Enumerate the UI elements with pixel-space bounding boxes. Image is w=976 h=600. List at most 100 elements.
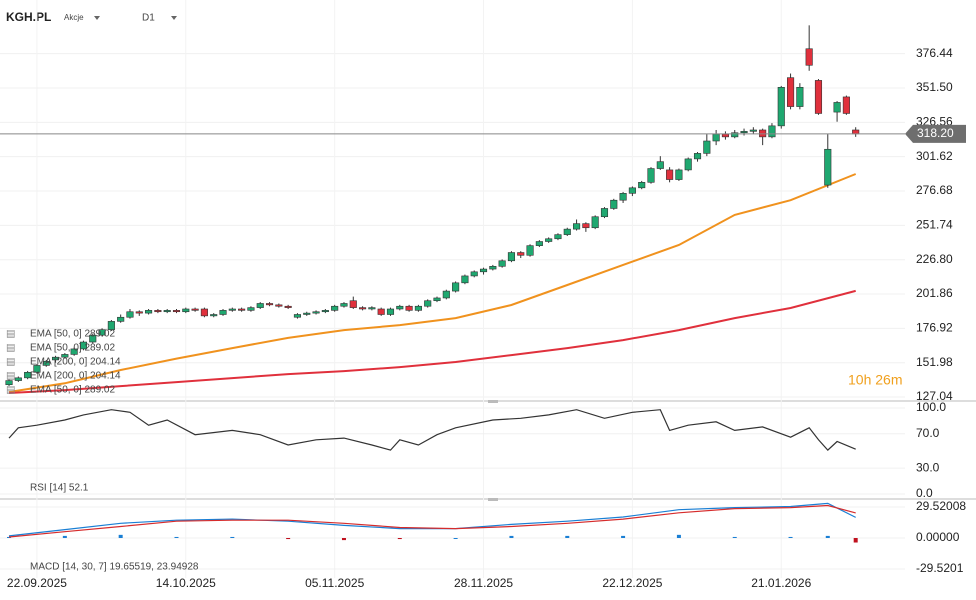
candle-body — [777, 86, 785, 127]
histogram-bar — [853, 538, 858, 543]
candle-body — [507, 252, 515, 262]
candle-body — [619, 193, 627, 201]
candle-body — [693, 153, 702, 160]
indicator-legend: EMA [200, 0] 204.14 — [30, 357, 121, 368]
candle-body — [51, 356, 60, 361]
y-tick-label: 29.52008 — [916, 499, 966, 513]
symbol[interactable]: KGH.PL — [6, 10, 51, 24]
legend-icon: ▤ — [6, 371, 15, 382]
candle-body — [284, 305, 292, 308]
asset-class[interactable]: Akcje — [64, 13, 84, 22]
histogram-bar — [62, 535, 67, 539]
histogram-bar — [7, 536, 12, 539]
candle-body — [535, 241, 543, 246]
x-tick-label: 28.11.2025 — [454, 576, 513, 590]
candle-body — [666, 169, 674, 180]
indicator-line — [8, 504, 856, 538]
legend-icon: ▤ — [6, 357, 15, 368]
candle-body — [265, 303, 274, 306]
y-tick-label: 376.44 — [916, 46, 953, 60]
candle-body — [219, 310, 227, 315]
candle-body — [42, 361, 50, 366]
candle-body — [70, 348, 78, 355]
candle-body — [805, 48, 813, 66]
histogram-bar — [621, 535, 626, 539]
candle-body — [340, 303, 348, 307]
candle-body — [703, 140, 711, 154]
y-tick-label: 176.92 — [916, 321, 953, 335]
dropdown-arrow[interactable] — [94, 16, 100, 20]
x-tick-label: 22.12.2025 — [602, 576, 662, 590]
candle-body — [293, 314, 302, 318]
histogram-bar — [397, 538, 402, 540]
candle-body — [24, 372, 32, 379]
candle-body — [740, 131, 748, 134]
candle-body — [359, 307, 367, 310]
indicator-line — [8, 173, 857, 393]
rsi-legend: RSI [14] 52.1 — [30, 483, 89, 494]
candle-body — [238, 308, 246, 311]
y-tick-label: 201.86 — [916, 286, 953, 300]
legend-icon: ▤ — [6, 329, 15, 340]
candle-body — [368, 307, 376, 310]
histogram-bar — [509, 535, 514, 539]
histogram-bar — [286, 538, 291, 540]
candle-body — [684, 158, 692, 171]
candle-body — [107, 321, 115, 330]
candle-body — [14, 377, 22, 381]
candle-body — [731, 132, 739, 138]
histogram-bar — [825, 535, 830, 539]
candle-body — [228, 308, 236, 311]
candle-body — [526, 245, 534, 256]
candle-body — [582, 223, 590, 229]
histogram-bar — [788, 536, 793, 539]
candle-body — [610, 199, 618, 209]
y-tick-label: 351.50 — [916, 80, 953, 94]
candle-body — [498, 260, 506, 267]
candle-body — [163, 310, 171, 313]
candle-body — [256, 303, 264, 308]
candle-body — [349, 300, 357, 308]
candle-body — [61, 354, 69, 358]
y-tick-label: 0.0 — [916, 486, 933, 500]
candle-body — [712, 133, 720, 142]
y-tick-label: 127.04 — [916, 389, 953, 403]
candle-body — [452, 282, 460, 292]
candle-body — [600, 208, 609, 218]
macd-legend: MACD [14, 30, 7] 19.65519, 23.94928 — [30, 562, 199, 573]
dropdown-arrow[interactable] — [171, 16, 177, 20]
candle-body — [145, 310, 153, 314]
candle-body — [172, 310, 181, 313]
y-tick-label: 0.00000 — [916, 530, 960, 544]
y-tick-label: -29.5201 — [916, 561, 964, 575]
histogram-bar — [174, 536, 179, 539]
indicator-line — [8, 409, 856, 451]
indicator-legend: EMA [50, 0] 289.02 — [30, 385, 115, 396]
interval[interactable]: D1 — [142, 13, 155, 24]
last-price-tag — [905, 124, 966, 143]
candle-body — [117, 316, 125, 322]
candle-body — [396, 305, 404, 310]
legend-icon: ▤ — [6, 343, 15, 354]
candle-body — [386, 308, 395, 315]
candle-body — [210, 314, 218, 317]
candle-body — [461, 275, 469, 284]
candle-body — [833, 102, 841, 113]
x-tick-label: 14.10.2025 — [156, 576, 216, 590]
candle-body — [638, 182, 646, 189]
candle-body — [517, 252, 525, 256]
indicator-legend: EMA [200, 0] 204.14 — [30, 371, 121, 382]
indicator-legend: EMA [50, 0] 289.02 — [30, 343, 115, 354]
candle-body — [33, 365, 41, 373]
candle-body — [303, 312, 311, 315]
candle-body — [656, 161, 664, 169]
histogram-bar — [732, 536, 737, 539]
candle-body — [247, 307, 255, 311]
countdown: 10h 26m — [848, 372, 902, 388]
panel-handle[interactable] — [488, 498, 498, 501]
panel-handle[interactable] — [488, 400, 498, 403]
legend-icon: ▤ — [6, 385, 15, 396]
candle-body — [721, 133, 729, 138]
candle-body — [842, 96, 850, 114]
